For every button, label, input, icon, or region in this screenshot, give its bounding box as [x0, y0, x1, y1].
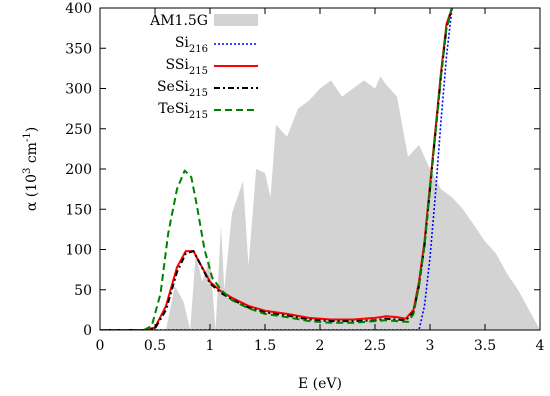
am15g-area-layer	[166, 76, 540, 330]
x-tick-label: 1	[206, 338, 215, 354]
x-tick-label: 4	[536, 338, 545, 354]
x-tick-label: 3.5	[474, 338, 496, 354]
y-tick-label: 350	[65, 41, 92, 57]
x-tick-label: 2.5	[364, 338, 386, 354]
y-axis-label-base: α (10	[24, 174, 40, 211]
am15g-area	[166, 76, 540, 330]
legend-swatch-am15g	[214, 14, 258, 26]
legend-label-am1.5g: AM1.5G	[149, 13, 208, 29]
series-line-tesi	[100, 8, 453, 330]
legend-label-ssi: SSi215	[165, 57, 208, 77]
y-tick-label: 400	[65, 1, 92, 17]
y-axis-label-mid: cm	[24, 142, 40, 168]
x-tick-label: 1.5	[254, 338, 276, 354]
x-tick-label: 0.5	[144, 338, 166, 354]
y-axis-label-exp1: 3	[22, 168, 33, 174]
x-tick-label: 3	[426, 338, 435, 354]
y-axis-label-exp2: -1	[22, 132, 33, 142]
y-tick-label: 300	[65, 82, 92, 98]
x-tick-label: 2	[316, 338, 325, 354]
legend-label-sesi: SeSi215	[157, 79, 208, 99]
y-tick-label: 150	[65, 202, 92, 218]
series-lines-layer	[100, 8, 453, 330]
y-axis-label: α (103 cm-1)	[22, 127, 40, 211]
y-tick-label: 0	[83, 323, 92, 339]
x-axis-label: E (eV)	[298, 376, 342, 392]
y-tick-label: 250	[65, 122, 92, 138]
y-tick-label: 50	[74, 283, 92, 299]
y-axis-label-end: )	[24, 127, 40, 132]
series-line-si	[100, 8, 453, 330]
legend-label-si: Si216	[175, 35, 208, 55]
legend-label-tesi: TeSi215	[158, 101, 208, 121]
axis-ticks-layer: 0 0.5 1 1.5 2 2.5 3 3.5 4 0 50 100 150 200 250 300 350 40…	[65, 1, 544, 354]
x-tick-label: 0	[96, 338, 105, 354]
series-line-ssi	[100, 8, 453, 330]
series-line-sesi	[100, 8, 453, 330]
y-tick-label: 100	[65, 243, 92, 259]
y-tick-label: 200	[65, 162, 92, 178]
